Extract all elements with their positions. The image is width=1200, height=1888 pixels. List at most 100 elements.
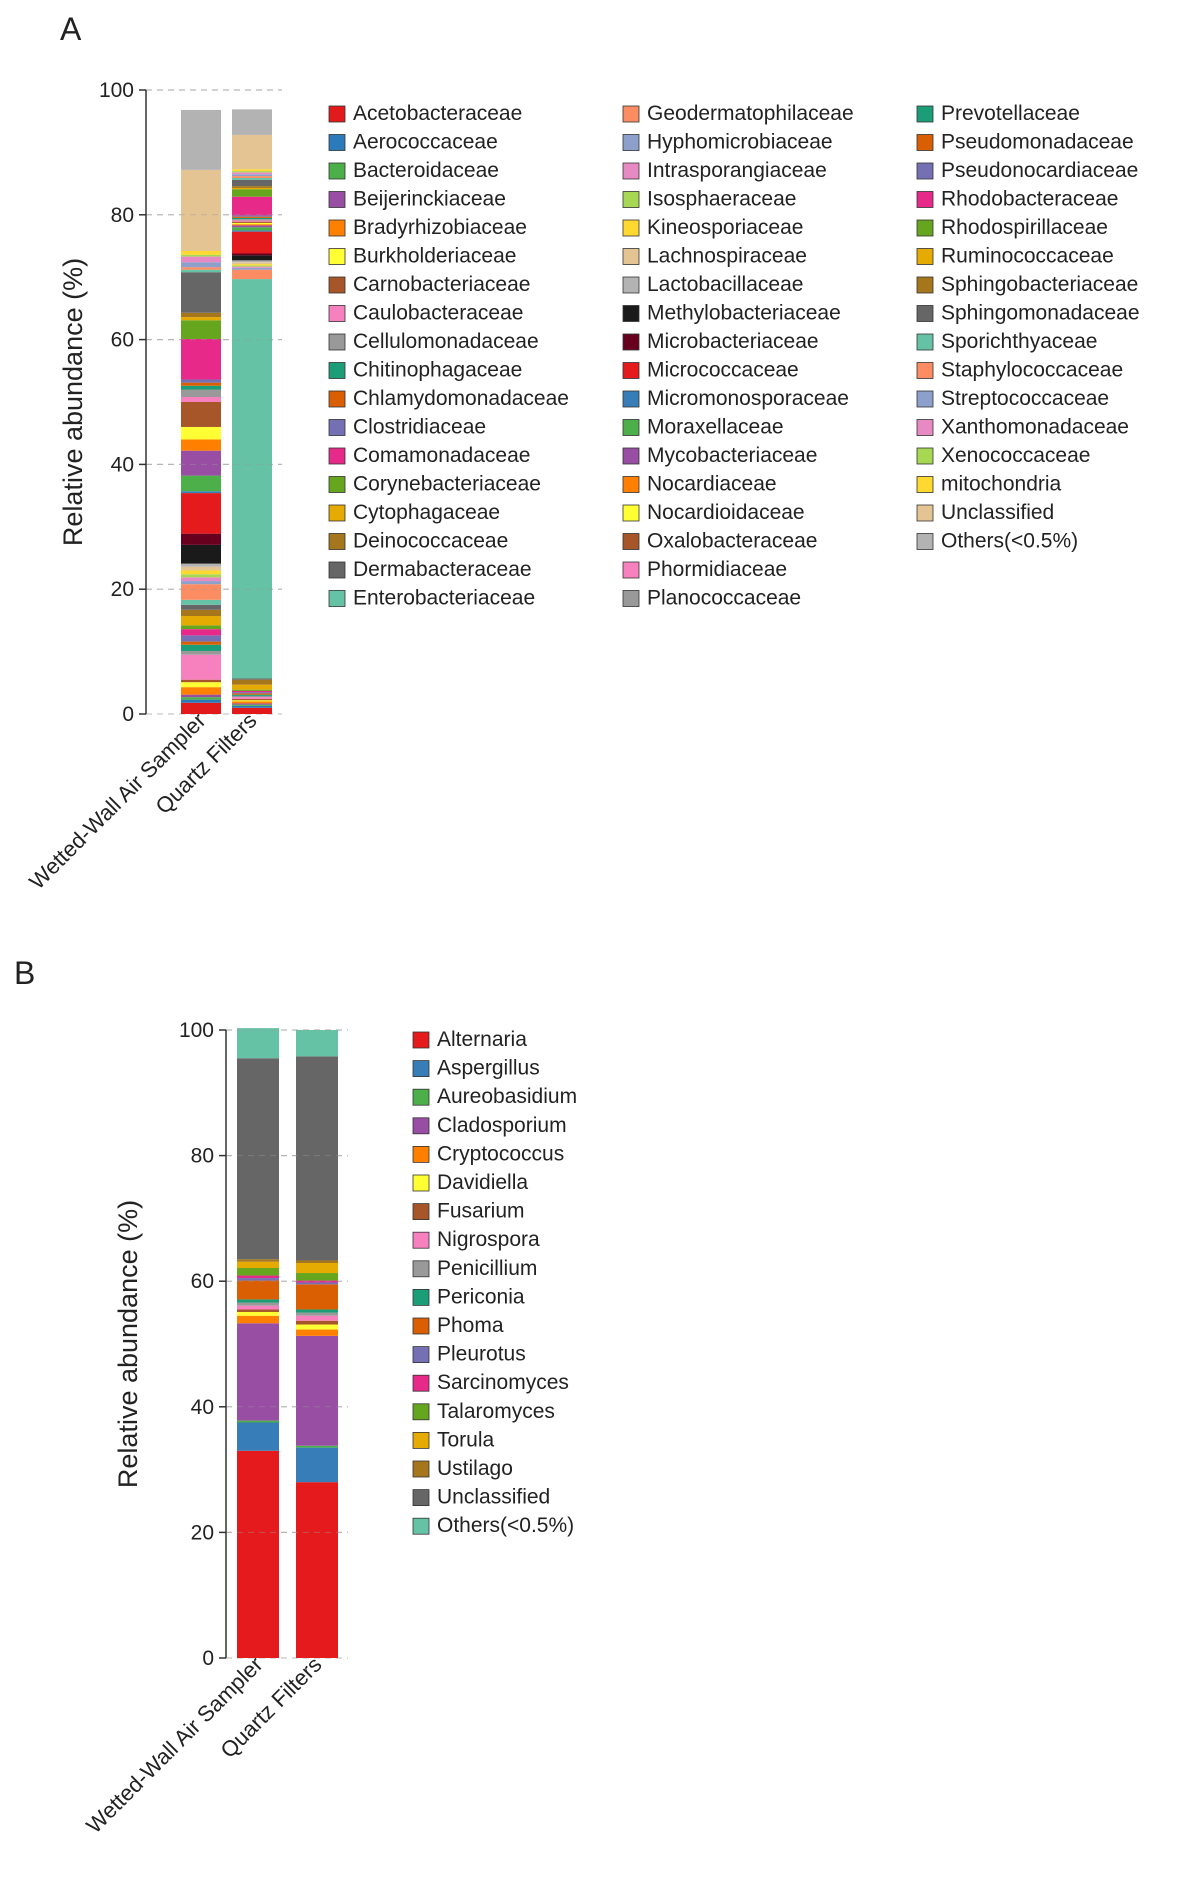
panel-b-bar-segment — [237, 1268, 279, 1276]
panel-b-bar-segment — [237, 1278, 279, 1281]
panel-a-legend-swatch — [328, 191, 346, 208]
panel-a-legend-item: Moraxellaceae — [622, 416, 784, 439]
panel-a-bar-segment — [232, 700, 272, 702]
panel-a-legend-label: Caulobacteraceae — [353, 302, 523, 325]
panel-a-legend-label: Comamonadaceae — [353, 444, 530, 467]
panel-a-legend-item: Xanthomonadaceae — [916, 416, 1129, 439]
panel-a-bar-segment — [232, 220, 272, 222]
panel-a-legend-label: Enterobacteriaceae — [353, 587, 535, 610]
panel-a-bar-segment — [232, 172, 272, 175]
panel-b-legend-item: Penicillium — [412, 1257, 537, 1280]
panel-a-legend-label: Sphingobacteriaceae — [941, 273, 1138, 296]
panel-a-legend-swatch — [622, 333, 640, 351]
panel-a-bar-segment — [181, 566, 221, 571]
panel-a-bar-segment — [181, 563, 221, 567]
panel-a-legend-label: Mycobacteriaceae — [647, 444, 817, 467]
panel-a-legend-label: Phormidiaceae — [647, 558, 787, 581]
panel-a-legend-swatch — [622, 162, 640, 180]
panel-a-legend-swatch — [328, 134, 346, 151]
panel-a-bar-segment — [232, 109, 272, 135]
panel-a-bar-segment — [181, 699, 221, 703]
panel-a-legend-label: Streptococcaceae — [941, 387, 1109, 410]
panel-a-legend-label: Sphingomonadaceae — [941, 302, 1140, 325]
panel-a-legend-item: Dermabacteraceae — [328, 558, 532, 581]
panel-a-bar-segment — [181, 250, 221, 255]
panel-a-bar-segment — [181, 312, 221, 318]
panel-b-bar-segment — [296, 1260, 338, 1263]
panel-a-bar-segment — [181, 389, 221, 398]
panel-a-legend-item: Hyphomicrobiaceae — [622, 131, 833, 154]
panel-b-legend-swatch — [412, 1289, 430, 1306]
panel-a-bar-segment — [232, 187, 272, 190]
panel-a-y-tick-label: 80 — [111, 204, 134, 227]
panel-b-bar-segment — [296, 1482, 338, 1658]
panel-a-bar-segment — [181, 256, 221, 263]
panel-b-bar-segment — [296, 1273, 338, 1281]
panel-a-legend-label: Sporichthyaceae — [941, 330, 1097, 353]
panel-b-bar-segment — [237, 1422, 279, 1451]
panel-a-legend-item: Caulobacteraceae — [328, 302, 523, 325]
panel-b-legend-label: Davidiella — [437, 1171, 528, 1194]
panel-a-legend-swatch — [328, 504, 346, 522]
panel-a-bar-segment — [181, 385, 221, 390]
panel-b-legend-item: Others(<0.5%) — [412, 1514, 574, 1537]
panel-a-legend-label: Unclassified — [941, 501, 1054, 524]
panel-a-legend-item: Staphylococcaceae — [916, 359, 1123, 382]
panel-a-legend-swatch — [328, 590, 346, 607]
panel-a-legend-label: Lactobacillaceae — [647, 273, 803, 296]
panel-a-legend-item: Pseudomonadaceae — [916, 131, 1134, 154]
panel-a-bar-segment — [232, 215, 272, 217]
panel-b-legend-swatch — [412, 1517, 430, 1535]
panel-a-bar-segment — [232, 169, 272, 172]
panel-a-legend-swatch — [622, 590, 640, 607]
panel-b-bar-segment — [296, 1329, 338, 1336]
panel-b-legend-swatch — [412, 1346, 430, 1363]
panel-a-bar-segment — [232, 221, 272, 223]
panel-a-bar-segment — [181, 320, 221, 339]
panel-b-bar-segment — [296, 1315, 338, 1321]
panel-b-bar-segment — [296, 1056, 338, 1261]
panel-a-bar-segment — [181, 544, 221, 564]
panel-a-bar-segment — [232, 690, 272, 693]
panel-b-bar-segment — [237, 1309, 279, 1312]
panel-b-legend-item: Pleurotus — [412, 1343, 526, 1366]
panel-a-bar-segment — [232, 692, 272, 694]
panel-a-bar-segment — [232, 171, 272, 173]
panel-b-legend-item: Aspergillus — [412, 1057, 540, 1080]
panel-a-legend-label: Rhodospirillaceae — [941, 216, 1108, 239]
panel-a-legend-swatch — [622, 362, 640, 379]
panel-a-legend-item: Micromonosporaceae — [622, 387, 849, 410]
panel-b-legend-label: Talaromyces — [437, 1400, 555, 1423]
panel-b-letter: B — [14, 955, 35, 991]
panel-a-legend-label: Intrasporangiaceae — [647, 159, 827, 182]
panel-a-legend-swatch — [622, 533, 640, 550]
panel-a-legend-label: Rhodobacteraceae — [941, 188, 1118, 211]
panel-a-legend-item: Corynebacteriaceae — [328, 473, 541, 496]
panel-a-legend-swatch — [916, 476, 934, 493]
panel-b-legend-item: Ustilago — [412, 1457, 513, 1480]
panel-b-legend-item: Phoma — [412, 1314, 504, 1337]
panel-a-bar-segment — [232, 699, 272, 701]
panel-a-legend-swatch — [622, 248, 640, 265]
panel-a-legend-swatch — [328, 219, 346, 237]
panel-a-legend-item: Sphingobacteriaceae — [916, 273, 1138, 296]
panel-a-legend-swatch — [622, 105, 640, 123]
panel-b-legend-swatch — [412, 1489, 430, 1506]
panel-a-legend-swatch — [328, 390, 346, 408]
panel-b-legend-swatch — [412, 1060, 430, 1077]
panel-a-legend-swatch — [328, 362, 346, 379]
panel-a-legend-swatch — [328, 419, 346, 436]
panel-b-bar-segment — [296, 1445, 338, 1448]
panel-b-bar-segment — [237, 1280, 279, 1300]
panel-b-bar-segment — [237, 1299, 279, 1303]
panel-a-legend-label: Moraxellaceae — [647, 416, 784, 439]
panel-a-bar-segment — [232, 189, 272, 197]
panel-a-legend-label: Bradyrhizobiaceae — [353, 216, 527, 239]
panel-a-bar-segment — [232, 253, 272, 256]
panel-a-bar-segment — [181, 682, 221, 688]
panel-a-bar-segment — [232, 224, 272, 226]
panel-b-bar-segment — [296, 1447, 338, 1483]
panel-b-legend-label: Others(<0.5%) — [437, 1514, 574, 1537]
panel-b-bar-segment — [296, 1335, 338, 1446]
panel-a-y-tick-label: 20 — [111, 578, 134, 601]
